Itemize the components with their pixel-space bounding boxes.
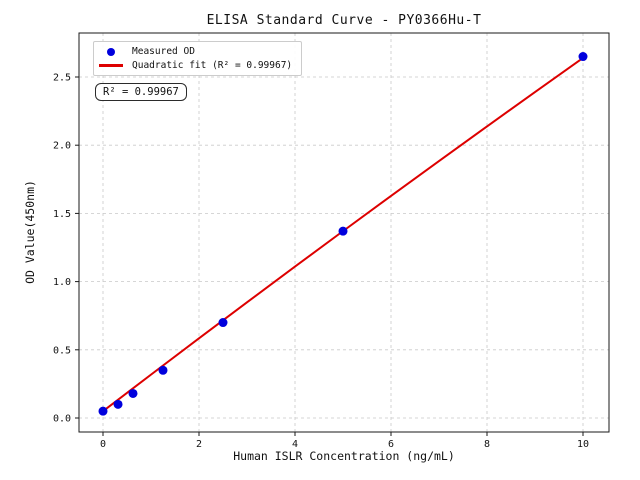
measured-od-marker-icon [99,47,123,56]
plot-frame [78,32,610,433]
x-tick-label: 0 [100,439,106,450]
measured-od-point [113,399,123,409]
legend-item-measured-od: Measured OD [99,46,292,57]
x-tick-label: 4 [292,439,298,450]
y-tick-label: 2.0 [53,141,71,152]
y-tick-label: 0.5 [53,345,71,356]
legend: Measured OD Quadratic fit (R² = 0.99967) [93,41,303,76]
y-tick-label: 2.5 [53,73,71,84]
y-tick-label: 0.0 [53,414,71,425]
x-axis-label: Human ISLR Concentration (ng/mL) [233,449,455,463]
r-squared-annotation: R² = 0.99967 [95,83,187,101]
measured-od-point [158,365,168,375]
legend-item-quadratic-fit: Quadratic fit (R² = 0.99967) [99,60,292,71]
red-line-icon [99,64,123,67]
y-axis-label: OD Value(450nm) [23,180,37,284]
measured-od-point [128,388,138,398]
x-tick-label: 8 [484,439,490,450]
x-tick-label: 10 [577,439,589,450]
measured-od-point [338,226,348,236]
x-tick-label: 6 [388,439,394,450]
blue-dot-icon [107,47,115,56]
quadratic-fit-marker-icon [99,64,123,67]
legend-label-quadratic-fit: Quadratic fit (R² = 0.99967) [132,60,293,71]
chart-title: ELISA Standard Curve - PY0366Hu-T [206,13,482,28]
y-tick-label: 1.5 [53,209,71,220]
measured-od-point [578,52,588,62]
y-tick-label: 1.0 [53,277,71,288]
measured-od-point [98,406,108,416]
x-tick-label: 2 [196,439,202,450]
legend-label-measured-od: Measured OD [132,46,195,57]
measured-od-point [218,318,228,328]
